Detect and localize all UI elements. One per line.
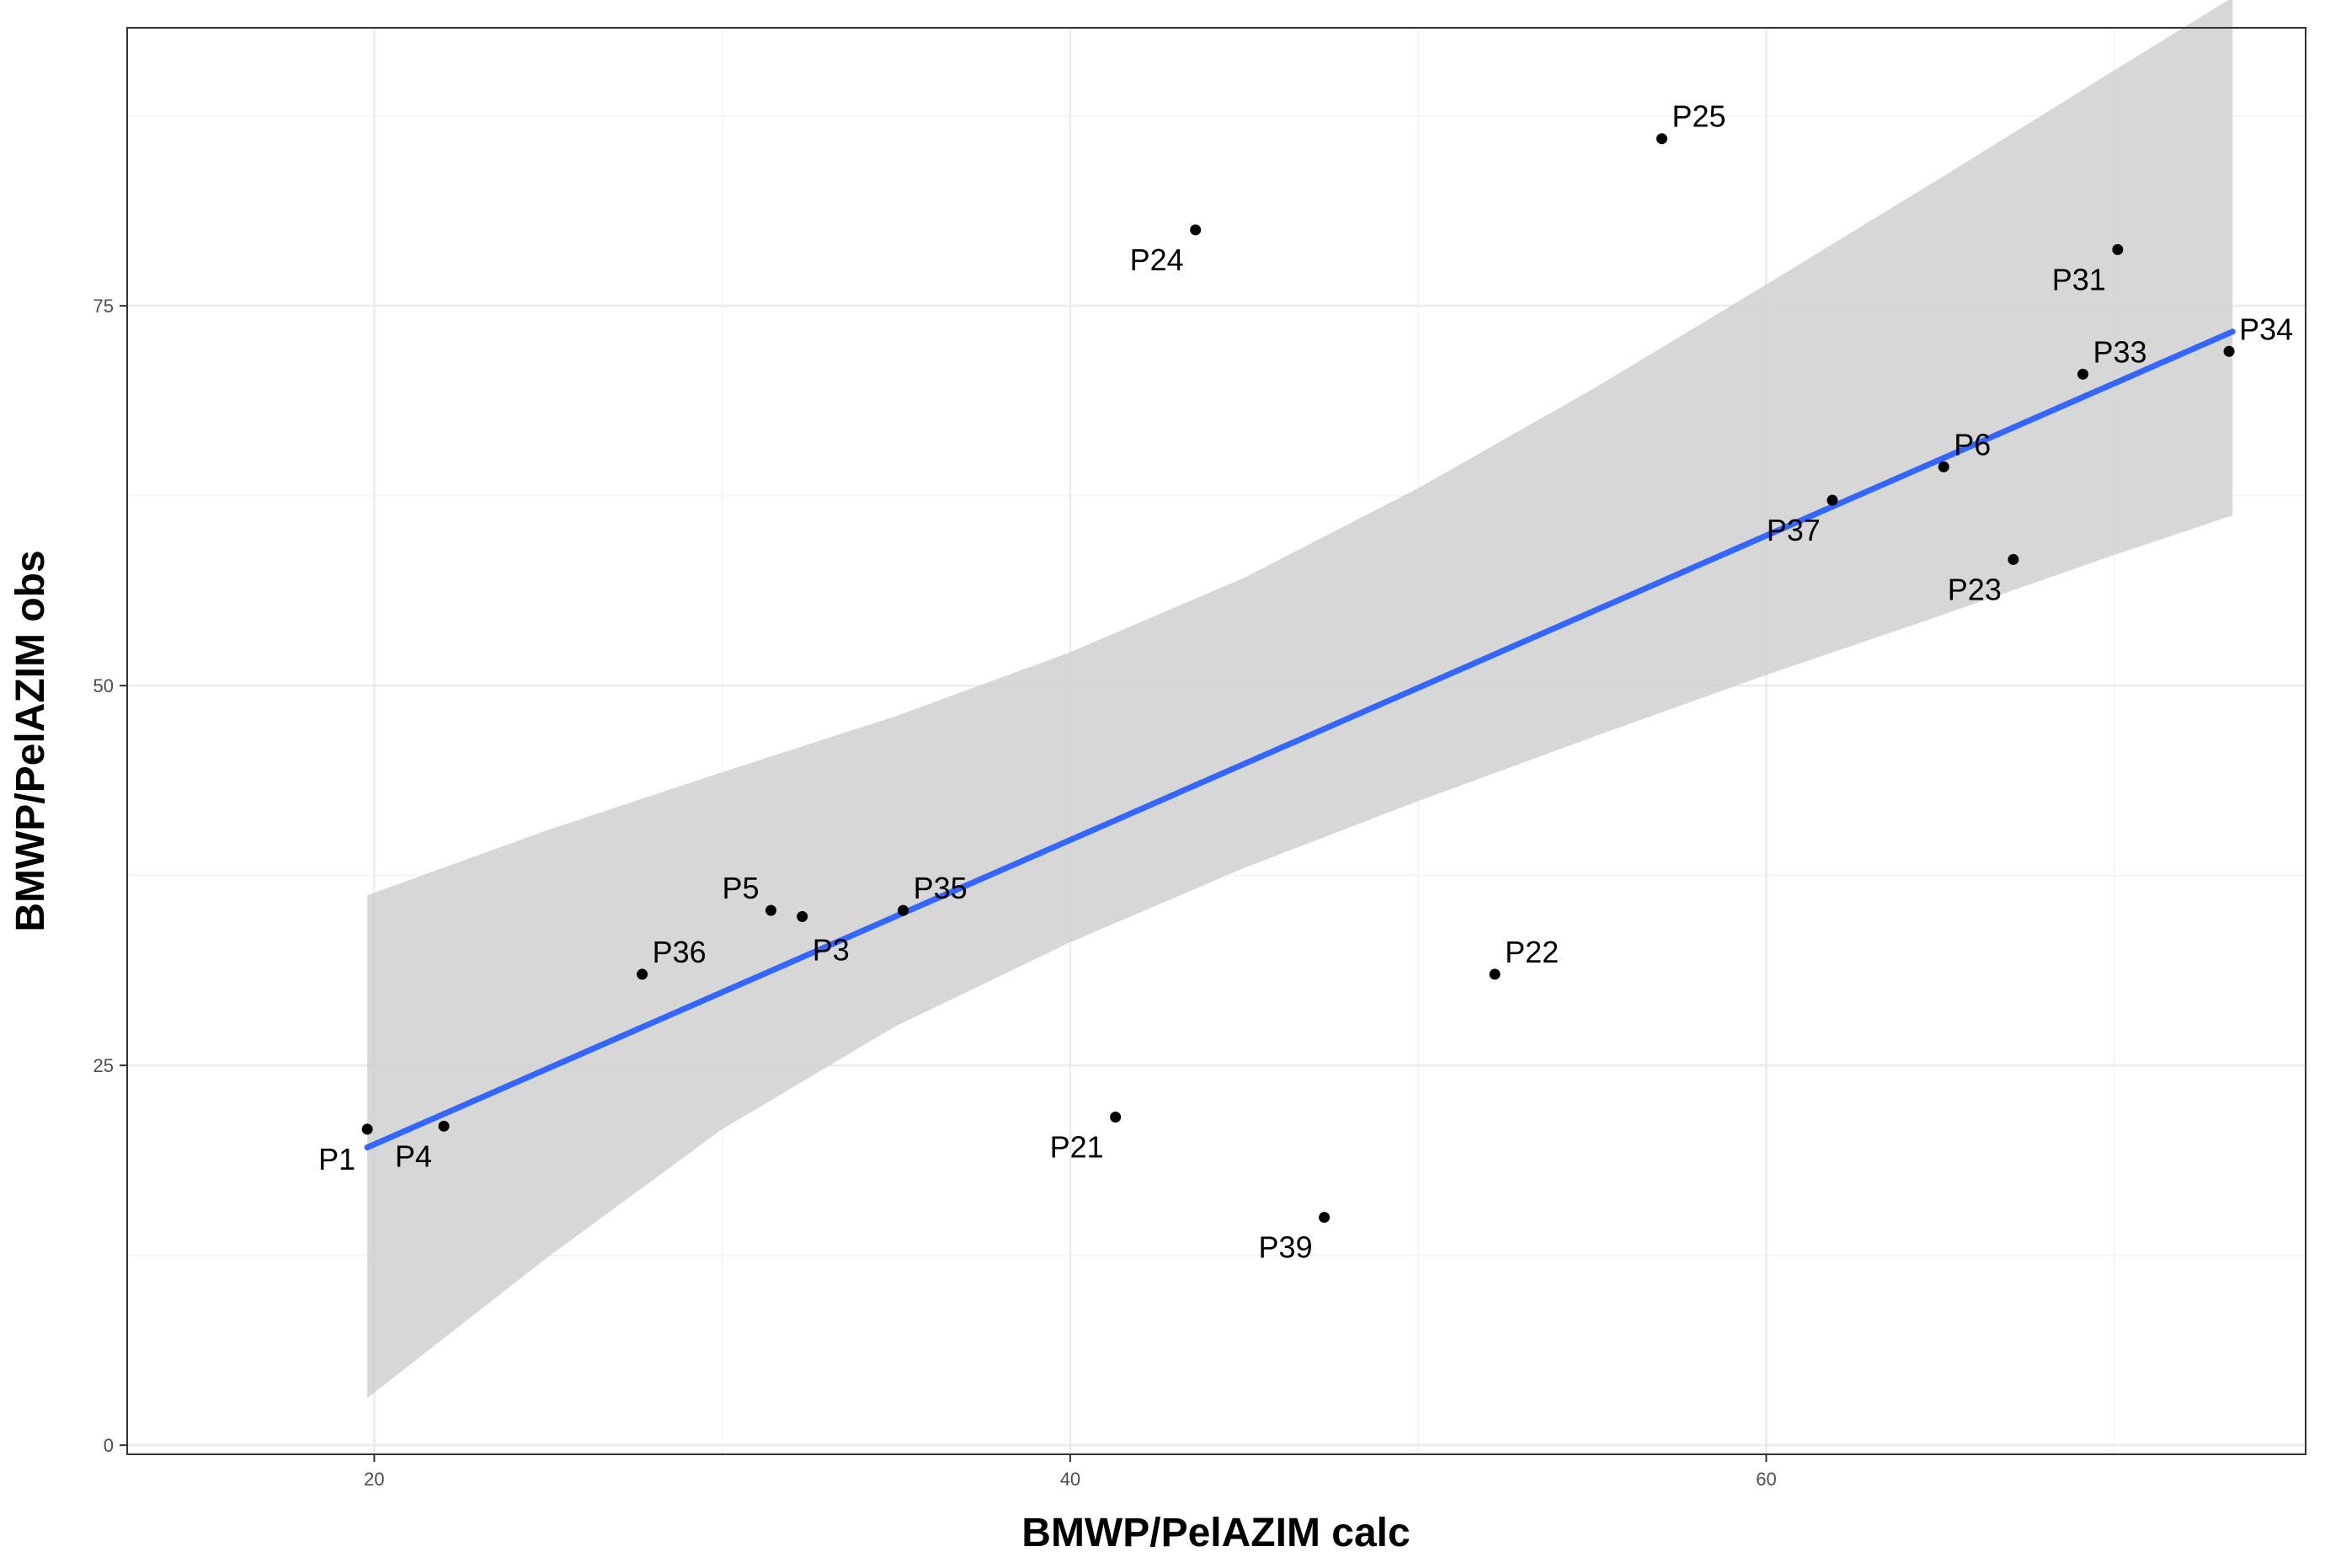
y-axis-title: BMWP/PelAZIM obs (8, 550, 53, 931)
y-tick-label: 0 (104, 1435, 114, 1456)
x-axis-title: BMWP/PelAZIM calc (1021, 1511, 1410, 1555)
point-label-p36: P36 (653, 935, 707, 969)
major-gridlines (127, 28, 2306, 1454)
x-tick-label: 40 (1060, 1469, 1080, 1490)
data-point-p4 (438, 1120, 450, 1132)
data-point-p1 (361, 1123, 373, 1135)
point-label-p24: P24 (1130, 243, 1184, 277)
point-label-p21: P21 (1050, 1130, 1104, 1165)
data-point-p25 (1656, 133, 1667, 145)
y-tick-label: 50 (93, 675, 114, 696)
point-label-p37: P37 (1767, 513, 1821, 547)
point-labels: P1 P4 P36 P5 P3 P35 P21 P24 P39 P22 P25 P37 P6 P23 P33… (318, 99, 2293, 1265)
y-tick-label: 25 (93, 1055, 114, 1076)
data-point-p36 (637, 968, 648, 980)
data-point-p35 (898, 904, 909, 916)
point-label-p33: P33 (2093, 334, 2147, 369)
point-label-p31: P31 (2052, 262, 2106, 296)
point-label-p39: P39 (1259, 1230, 1313, 1265)
x-tick-label: 20 (364, 1469, 384, 1490)
plot-panel-border (126, 27, 2306, 1455)
point-label-p22: P22 (1505, 935, 1559, 969)
y-tick-label: 75 (93, 296, 114, 317)
point-label-p4: P4 (395, 1139, 432, 1173)
point-label-p6: P6 (1954, 427, 1991, 461)
data-point-p37 (1826, 494, 1838, 506)
point-label-p1: P1 (318, 1142, 355, 1176)
regression-line (364, 328, 2236, 1151)
data-point-p6 (1938, 461, 1949, 472)
data-point-p24 (1190, 224, 1202, 236)
x-tick-label: 60 (1756, 1469, 1776, 1490)
data-points (361, 133, 2235, 1224)
confidence-band (367, 0, 2233, 1399)
point-label-p23: P23 (1948, 572, 2002, 606)
point-label-p34: P34 (2239, 312, 2293, 346)
data-point-p21 (1110, 1112, 1122, 1123)
data-point-p23 (2008, 553, 2019, 565)
data-point-p22 (1489, 968, 1501, 980)
data-point-p39 (1319, 1212, 1330, 1224)
data-point-p34 (2223, 345, 2235, 357)
point-label-p5: P5 (722, 871, 759, 905)
data-point-p3 (797, 910, 808, 922)
point-label-p3: P3 (813, 932, 850, 967)
data-point-p31 (2112, 243, 2124, 255)
x-axis: 20 40 60 (364, 1454, 1777, 1490)
data-point-p33 (2077, 368, 2089, 380)
y-axis: 0 25 50 75 (93, 296, 127, 1456)
point-label-p35: P35 (914, 871, 968, 905)
point-label-p25: P25 (1672, 99, 1725, 134)
data-point-p5 (765, 904, 777, 916)
